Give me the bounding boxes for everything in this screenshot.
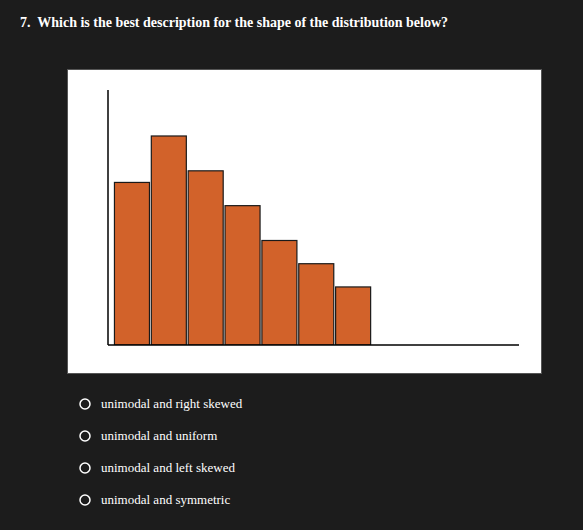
option-row: unimodal and right skewed [78, 388, 242, 420]
option-text: unimodal and left skewed [101, 460, 235, 476]
radio-circle-shape [80, 463, 90, 473]
bar [299, 264, 334, 345]
option-row: unimodal and left skewed [78, 452, 242, 484]
radio-circle [78, 493, 92, 507]
bar [114, 182, 149, 345]
option-text: unimodal and symmetric [101, 492, 230, 508]
option-row: unimodal and symmetric [78, 484, 242, 516]
y-axis-line [107, 90, 109, 345]
radio-circle-shape [80, 495, 90, 505]
option-text: unimodal and uniform [101, 428, 217, 444]
radio-circle [78, 429, 92, 443]
x-axis-line [108, 344, 519, 346]
chart [67, 69, 542, 374]
bar [336, 287, 371, 345]
radio-circle-shape [80, 431, 90, 441]
bar [188, 171, 223, 345]
chart-box [68, 70, 542, 374]
option-text: unimodal and right skewed [101, 396, 242, 412]
bar [262, 240, 297, 345]
radio-circle [78, 461, 92, 475]
radio-circle [78, 397, 92, 411]
options: unimodal and right skewed unimodal and un… [78, 388, 242, 516]
radio-circle-shape [80, 399, 90, 409]
bar [225, 206, 260, 345]
option-row: unimodal and uniform [78, 420, 242, 452]
bars [114, 136, 370, 345]
bar [151, 136, 186, 345]
title: 7. Which is the best description for the… [20, 14, 565, 32]
